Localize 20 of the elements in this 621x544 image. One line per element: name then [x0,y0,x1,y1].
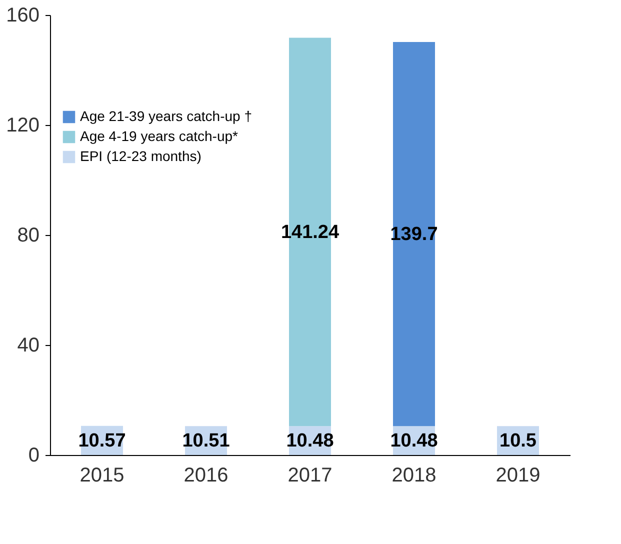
legend-label: Age 4-19 years catch-up* [80,128,239,144]
y-tick-label: 80 [17,224,40,246]
data-label: 10.51 [182,430,230,452]
x-tick-label: 2016 [184,464,228,486]
y-tick-label: 120 [6,114,40,136]
data-label: 10.48 [286,430,334,452]
x-tick-label: 2019 [496,464,540,486]
legend-label: Age 21-39 years catch-up † [80,108,252,124]
data-label: 10.5 [500,430,537,452]
legend-label: EPI (12-23 months) [80,148,202,164]
data-label: 141.24 [280,222,340,243]
x-tick-label: 2015 [80,464,124,486]
x-tick-label: 2018 [392,464,436,486]
bar [393,42,435,426]
y-tick-label: 160 [6,4,40,26]
data-label: 10.48 [390,430,438,452]
y-tick-label: 40 [17,334,40,356]
x-tick-label: 2017 [288,464,332,486]
y-tick-label: 0 [28,444,40,466]
data-label: 10.57 [78,430,126,452]
